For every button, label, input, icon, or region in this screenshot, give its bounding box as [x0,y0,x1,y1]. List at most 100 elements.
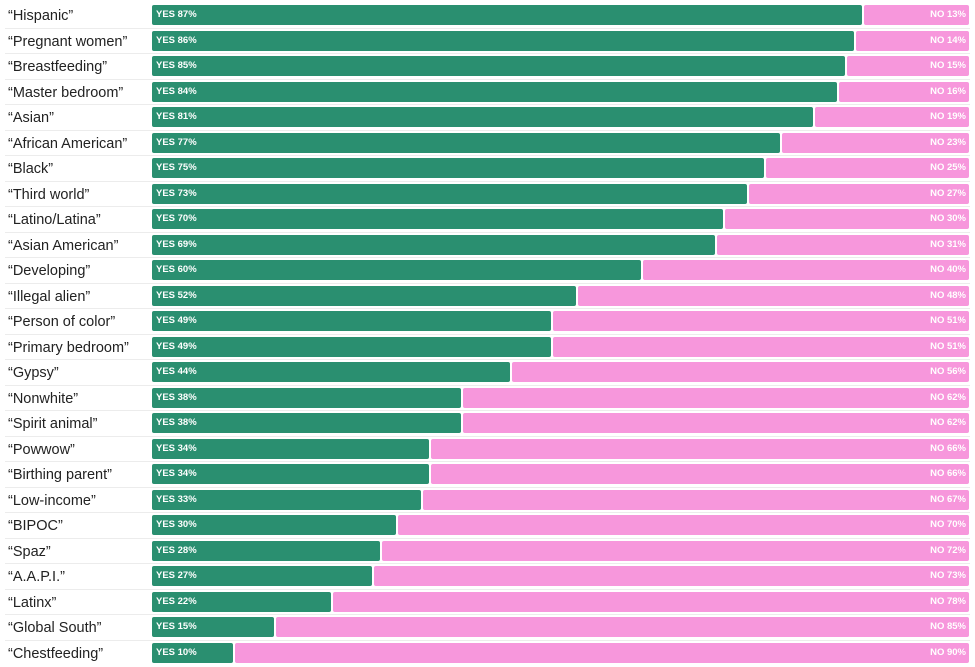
yes-value-label: YES 84% [156,82,197,102]
yes-bar: YES 10% [152,643,233,663]
category-label: “BIPOC” [8,515,63,537]
yes-value-label: YES 87% [156,5,197,25]
category-label: “Chestfeeding” [8,643,103,665]
no-value-label: NO 78% [930,592,966,612]
yes-value-label: YES 52% [156,286,197,306]
yes-bar: YES 49% [152,311,551,331]
yes-bar: YES 44% [152,362,510,382]
no-value-label: NO 66% [930,439,966,459]
category-label: “Third world” [8,184,89,206]
yes-value-label: YES 81% [156,107,197,127]
row-divider [5,130,970,131]
chart-row: “Breastfeeding” YES 85% NO 15% [0,55,975,81]
no-value-label: NO 30% [930,209,966,229]
chart-row: “Low-income”YES 33%NO 67% [0,489,975,515]
no-bar: NO 90% [235,643,969,663]
category-label: “Primary bedroom” [8,337,129,359]
yes-bar: YES 28% [152,541,380,561]
row-divider [5,53,970,54]
yes-bar: YES 34% [152,439,429,459]
yes-bar: YES 52% [152,286,576,306]
chart-row: “Spaz”YES 28%NO 72% [0,540,975,566]
chart-row: “A.A.P.I.” YES 27% NO 73% [0,565,975,591]
no-bar: NO 62% [463,388,969,408]
category-label: “Person of color” [8,311,115,333]
no-value-label: NO 16% [930,82,966,102]
no-bar: NO 19% [815,107,969,127]
yes-value-label: YES 60% [156,260,197,280]
category-label: “African American” [8,133,127,155]
category-label: “Birthing parent” [8,464,112,486]
no-bar: NO 67% [423,490,969,510]
row-divider [5,283,970,284]
chart-row: “Person of color” YES 49% NO 51% [0,310,975,336]
yes-bar: YES 22% [152,592,331,612]
no-bar: NO 25% [766,158,969,178]
no-bar: NO 72% [382,541,969,561]
chart-row: “Powwow” YES 34% NO 66% [0,438,975,464]
yes-value-label: YES 34% [156,464,197,484]
yes-bar: YES 15% [152,617,274,637]
no-value-label: NO 73% [930,566,966,586]
yes-bar: YES 73% [152,184,747,204]
no-value-label: NO 51% [930,337,966,357]
yes-value-label: YES 28% [156,541,197,561]
no-bar: NO 56% [512,362,969,382]
category-label: “Master bedroom” [8,82,123,104]
yes-value-label: YES 49% [156,311,197,331]
yes-value-label: YES 15% [156,617,197,637]
chart-row: “Global South”YES 15%NO 85% [0,616,975,642]
yes-value-label: YES 44% [156,362,197,382]
no-value-label: NO 72% [930,541,966,561]
no-bar: NO 30% [725,209,969,229]
no-value-label: NO 70% [930,515,966,535]
yes-value-label: YES 86% [156,31,197,51]
chart-row: “Primary bedroom” YES 49% NO 51% [0,336,975,362]
row-divider [5,410,970,411]
no-bar: NO 16% [839,82,969,102]
no-bar: NO 73% [374,566,969,586]
yes-bar: YES 49% [152,337,551,357]
yes-value-label: YES 77% [156,133,197,153]
yes-bar: YES 60% [152,260,641,280]
row-divider [5,79,970,80]
no-value-label: NO 14% [930,31,966,51]
yes-value-label: YES 27% [156,566,197,586]
chart-row: “Asian” YES 81% NO 19% [0,106,975,132]
category-label: “Black” [8,158,53,180]
chart-row: “Gypsy”YES 44%NO 56% [0,361,975,387]
chart-row: “Nonwhite”YES 38%NO 62% [0,387,975,413]
yes-value-label: YES 73% [156,184,197,204]
category-label: “Spirit animal” [8,413,97,435]
chart-row: “Hispanic”YES 87%NO 13% [0,4,975,30]
category-label: “Breastfeeding” [8,56,107,78]
chart-row: “Latinx”YES 22%NO 78% [0,591,975,617]
no-bar: NO 31% [717,235,969,255]
no-value-label: NO 67% [930,490,966,510]
yes-bar: YES 81% [152,107,813,127]
yes-value-label: YES 70% [156,209,197,229]
category-label: “A.A.P.I.” [8,566,65,588]
no-bar: NO 48% [578,286,969,306]
category-label: “Powwow” [8,439,75,461]
chart-row: “Developing”YES 60%NO 40% [0,259,975,285]
no-value-label: NO 62% [930,413,966,433]
yes-bar: YES 85% [152,56,845,76]
no-value-label: NO 15% [930,56,966,76]
yes-bar: YES 69% [152,235,715,255]
row-divider [5,487,970,488]
row-divider [5,155,970,156]
no-value-label: NO 31% [930,235,966,255]
chart-row: “Pregnant women”YES 86%NO 14% [0,30,975,56]
yes-bar: YES 87% [152,5,862,25]
no-bar: NO 14% [856,31,969,51]
chart-row: “Asian American” YES 69% NO 31% [0,234,975,260]
yes-value-label: YES 49% [156,337,197,357]
category-label: “Asian American” [8,235,118,257]
category-label: “Latino/Latina” [8,209,101,231]
yes-bar: YES 27% [152,566,372,586]
category-label: “Asian” [8,107,54,129]
yes-bar: YES 30% [152,515,396,535]
yes-bar: YES 77% [152,133,780,153]
no-value-label: NO 51% [930,311,966,331]
